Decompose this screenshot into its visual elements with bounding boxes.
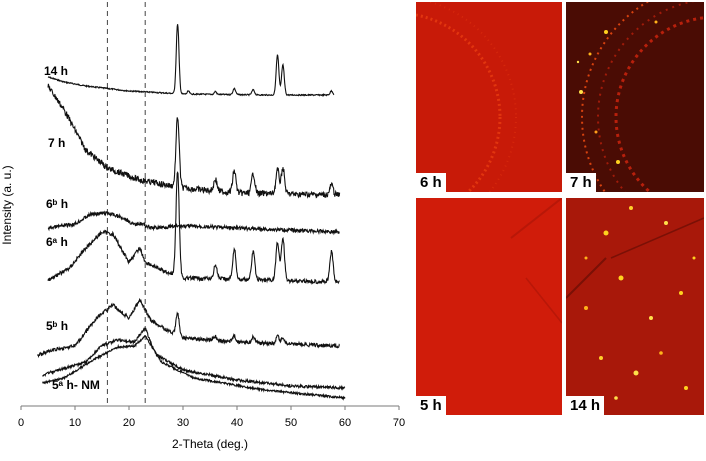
diffraction-image-5h: 5 h xyxy=(416,198,562,415)
image-label: 5 h xyxy=(416,396,446,415)
y-axis-label: Intensity (a. u.) xyxy=(0,165,14,244)
diffraction-image-14h: 14 h xyxy=(566,198,704,415)
diffraction-image-7h: 7 h xyxy=(566,2,704,192)
image-label: 14 h xyxy=(566,396,605,415)
curve-label: 7 h xyxy=(48,136,65,150)
diffraction-pattern-7h xyxy=(566,2,704,192)
x-tick-label: 50 xyxy=(285,417,297,429)
xrd-curve xyxy=(47,171,340,285)
image-label: 6 h xyxy=(416,173,446,192)
curve-label: 6ᵇ h xyxy=(46,197,68,211)
x-tick-label: 70 xyxy=(393,417,405,429)
x-tick-label: 60 xyxy=(339,417,351,429)
diffraction-image-6h: 6 h xyxy=(416,2,562,192)
diffraction-pattern-5h xyxy=(416,198,562,415)
curve-label: 5ᵇ h xyxy=(46,319,68,333)
xrd-curve xyxy=(47,83,341,199)
x-tick-label: 0 xyxy=(18,417,24,429)
image-label: 7 h xyxy=(566,173,596,192)
curve-label: 14 h xyxy=(44,64,68,78)
curve-label: 5ᵃ h- NM xyxy=(52,378,100,392)
xrd-chart: 0 10 20 30 40 50 60 70 2-Theta (deg.) Intensity (… xyxy=(0,2,405,451)
x-tick-label: 20 xyxy=(123,417,135,429)
x-tick-label: 10 xyxy=(69,417,81,429)
diffraction-pattern-14h xyxy=(566,198,704,415)
xrd-curve xyxy=(42,326,346,391)
xrd-curve xyxy=(42,334,346,401)
curve-label: 6ᵃ h xyxy=(46,235,68,249)
x-tick-label: 30 xyxy=(177,417,189,429)
diffraction-pattern-6h xyxy=(416,2,562,192)
xrd-curve xyxy=(47,210,340,236)
x-tick-label: 40 xyxy=(231,417,243,429)
xrd-curve xyxy=(36,297,341,359)
xrd-curve xyxy=(47,24,335,97)
x-axis-label: 2-Theta (deg.) xyxy=(172,437,248,451)
